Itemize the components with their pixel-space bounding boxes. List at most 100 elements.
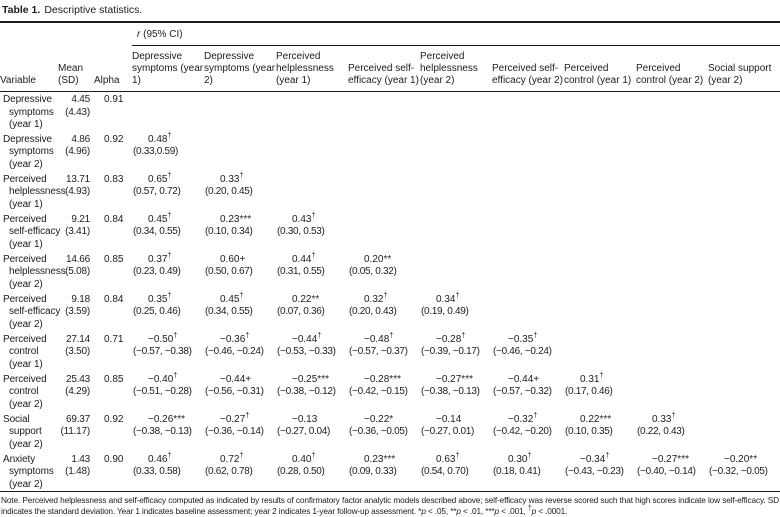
correlation-cell (420, 132, 492, 172)
correlation-value: 0.23*** (220, 213, 252, 225)
header-social-support-y2: Social support (year 2) (708, 45, 780, 92)
table-row: Perceived control (year 2) 25.43 (4.29) 0.8… (0, 372, 780, 412)
confidence-interval: (−0.56, −0.31) (205, 386, 264, 397)
row-variable-label: Perceived self-efficacy (year 2) (3, 293, 61, 330)
correlation-cell: 0.40† (0.28, 0.50) (276, 452, 348, 492)
sd-value: (3.41) (65, 226, 90, 237)
correlation-cell: 0.35† (0.25, 0.46) (132, 292, 204, 332)
row-alpha: 0.85 (104, 253, 124, 265)
correlation-value: 0.45† (148, 212, 172, 225)
row-variable-label: Perceived control (year 2) (3, 373, 47, 410)
correlation-cell: 0.37† (0.23, 0.49) (132, 252, 204, 292)
confidence-interval: (0.19, 0.49) (421, 306, 469, 317)
correlation-cell: −0.26*** (−0.38, −0.13) (132, 412, 204, 452)
correlation-value: 0.22*** (580, 413, 612, 425)
table-row: Social support (year 2) 69.37 (11.17) 0.92−… (0, 412, 780, 452)
correlation-cell: −0.27*** (−0.38, −0.13) (420, 372, 492, 412)
spanner-spacer (0, 23, 132, 46)
confidence-interval: (−0.38, −0.13) (133, 426, 192, 437)
confidence-interval: (−0.42, −0.20) (493, 426, 552, 437)
correlation-cell: 0.22** (0.07, 0.36) (276, 292, 348, 332)
confidence-interval: (0.23, 0.49) (133, 266, 181, 277)
correlation-value: −0.25*** (292, 373, 329, 385)
correlation-value: −0.44+ (220, 373, 252, 385)
row-mean-sd: 4.86 (4.96) (58, 132, 94, 172)
correlation-value: −0.28*** (364, 373, 401, 385)
sd-value: (11.17) (60, 426, 90, 437)
correlation-value: 0.34† (436, 292, 460, 305)
correlation-cell: −0.22* (−0.36, −0.05) (348, 412, 420, 452)
confidence-interval: (0.34, 0.55) (133, 226, 181, 237)
correlation-cell: 0.46† (0.33, 0.58) (132, 452, 204, 492)
confidence-interval: (−0.38, −0.13) (421, 386, 480, 397)
correlation-cell (420, 252, 492, 292)
confidence-interval: (0.54, 0.70) (421, 466, 469, 477)
confidence-interval: (0.30, 0.53) (277, 226, 325, 237)
correlation-cell: −0.14 (−0.27, 0.01) (420, 412, 492, 452)
correlation-cell (636, 292, 708, 332)
header-mean-sd: Mean (SD) (58, 45, 94, 92)
correlation-cell (276, 132, 348, 172)
correlation-cell (348, 132, 420, 172)
row-variable-label: Perceived helplessness (year 1) (3, 173, 66, 210)
correlation-value: −0.14 (436, 413, 462, 425)
row-mean-sd: 27.14 (3.50) (58, 332, 94, 372)
correlation-cell (564, 212, 636, 252)
correlation-cell (564, 172, 636, 212)
correlation-cell: 0.32† (0.20, 0.43) (348, 292, 420, 332)
correlation-cell (636, 252, 708, 292)
row-variable: Perceived self-efficacy (year 1) (0, 212, 60, 252)
correlation-cell: −0.48† (−0.57, −0.37) (348, 332, 420, 372)
correlation-cell: −0.34† (−0.43, −0.23) (564, 452, 636, 492)
confidence-interval: (−0.32, −0.05) (709, 466, 768, 477)
correlation-cell: −0.28† (−0.39, −0.17) (420, 332, 492, 372)
confidence-interval: (0.05, 0.32) (349, 266, 397, 277)
confidence-interval: (0.10, 0.35) (565, 426, 613, 437)
correlation-value: −0.44† (292, 332, 322, 345)
sd-value: (3.50) (65, 346, 90, 357)
row-mean-sd: 25.43 (4.29) (58, 372, 94, 412)
row-alpha: 0.85 (104, 373, 124, 385)
correlation-cell: 0.63† (0.54, 0.70) (420, 452, 492, 492)
correlation-cell (708, 212, 780, 252)
sd-value: (4.93) (65, 186, 90, 197)
row-mean-sd: 9.18 (3.59) (58, 292, 94, 332)
correlation-cell: 0.44† (0.31, 0.55) (276, 252, 348, 292)
confidence-interval: (0.20, 0.45) (205, 186, 253, 197)
row-variable: Perceived helplessness (year 1) (0, 172, 66, 212)
correlation-value: 0.23*** (364, 453, 396, 465)
confidence-interval: (0.07, 0.36) (277, 306, 325, 317)
mean-value: 69.37 (65, 413, 90, 425)
correlation-cell (276, 92, 348, 132)
correlation-value: 0.20** (364, 253, 392, 265)
row-mean-sd: 1.43 (1.48) (58, 452, 94, 492)
table-number-label: Table 1. (2, 4, 41, 16)
correlation-cell (636, 372, 708, 412)
correlation-cell: 0.45† (0.34, 0.55) (204, 292, 276, 332)
correlation-cell (276, 172, 348, 212)
correlation-cell: 0.31† (0.17, 0.46) (564, 372, 636, 412)
header-depressive-symptoms-y2: Depressive symptoms (year 2) (204, 45, 276, 92)
correlation-spanner-header: r (95% CI) (132, 23, 780, 46)
table-row: Perceived self-efficacy (year 2) 9.18 (3.5… (0, 292, 780, 332)
correlation-cell: 0.48† (0.33,0.59) (132, 132, 204, 172)
row-variable: Social support (year 2) (0, 412, 58, 452)
mean-value: 14.66 (65, 253, 90, 265)
correlation-value: 0.22** (292, 293, 320, 305)
table-row: Depressive symptoms (year 1) 4.45 (4.43) 0.… (0, 92, 780, 132)
correlation-value: 0.31† (580, 372, 604, 385)
confidence-interval: (−0.57, −0.38) (133, 346, 192, 357)
confidence-interval: (0.57, 0.72) (133, 186, 181, 197)
correlation-cell: −0.32† (−0.42, −0.20) (492, 412, 564, 452)
confidence-interval: (−0.57, −0.37) (349, 346, 408, 357)
correlation-cell (204, 92, 276, 132)
sd-value: (4.29) (65, 386, 90, 397)
correlation-cell (708, 292, 780, 332)
correlation-value: −0.36† (220, 332, 250, 345)
spanner-header-row: r (95% CI) (0, 23, 780, 46)
correlation-cell (636, 212, 708, 252)
correlation-cell (708, 132, 780, 172)
confidence-interval: (0.31, 0.55) (277, 266, 325, 277)
row-alpha: 0.92 (104, 413, 124, 425)
correlation-cell (708, 172, 780, 212)
